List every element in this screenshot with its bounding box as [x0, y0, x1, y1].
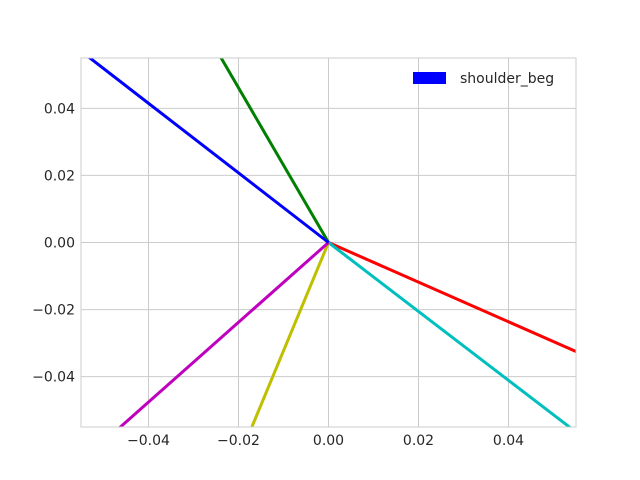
legend-swatch	[413, 72, 446, 84]
y-tick-label: 0.04	[44, 101, 75, 117]
series-line-3	[250, 241, 330, 427]
x-tick-label: 0.02	[403, 433, 434, 449]
y-tick-label: 0.02	[44, 168, 75, 184]
y-axis: 0.04 0.02 0.00 −0.02 −0.04	[32, 101, 75, 385]
series-line-5	[219, 58, 330, 244]
x-tick-label: 0.04	[493, 433, 524, 449]
x-tick-label: −0.02	[217, 433, 260, 449]
series-line-1	[327, 241, 576, 353]
legend: shoulder_beg	[413, 71, 554, 87]
series-line-6	[87, 58, 330, 244]
y-tick-label: −0.02	[32, 303, 75, 319]
series-layer	[87, 58, 576, 427]
series-line-4	[118, 241, 330, 427]
y-tick-label: 0.00	[44, 236, 75, 252]
series-line-2	[327, 241, 572, 427]
legend-label: shoulder_beg	[460, 71, 554, 87]
x-axis: −0.04 −0.02 0.00 0.02 0.04	[127, 433, 524, 449]
y-tick-label: −0.04	[32, 370, 75, 386]
x-tick-label: −0.04	[127, 433, 170, 449]
plot-frame	[80, 57, 577, 428]
x-tick-label: 0.00	[313, 433, 344, 449]
